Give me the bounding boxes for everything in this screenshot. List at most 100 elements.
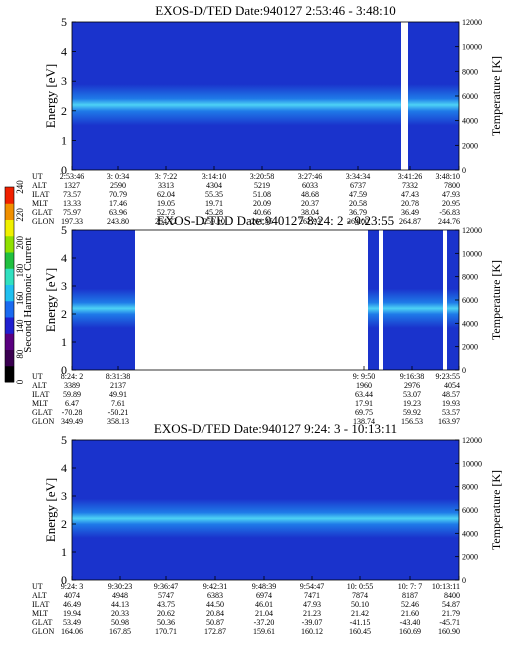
y-axis-label: Energy [eV] [43, 478, 58, 542]
table-cell: 9:42:31 [203, 582, 227, 591]
y2-tick-label: 10000 [462, 249, 482, 258]
table-cell: 2976 [404, 381, 420, 390]
table-cell: 264.00 [347, 217, 369, 226]
table-cell: 44.13 [111, 600, 129, 609]
table-cell: 17.46 [109, 199, 127, 208]
table-cell: 164.06 [61, 627, 83, 636]
table-cell: 7.61 [111, 399, 125, 408]
table-cell: -39.07 [302, 618, 323, 627]
row-label: GLAT [32, 408, 53, 417]
colorbar-cell [5, 235, 14, 253]
y2-axis-label: Temperature [K] [489, 260, 503, 340]
table-cell: 9: 9:50 [353, 372, 375, 381]
colorbar-tick-label: 180 [15, 263, 25, 277]
colorbar-cell [5, 187, 14, 204]
table-cell: 20.58 [349, 199, 367, 208]
y2-tick-label: 0 [462, 166, 466, 175]
table-cell: 9:24: 3 [61, 582, 83, 591]
table-cell: 59.92 [403, 408, 421, 417]
table-cell: 160.45 [349, 627, 371, 636]
table-cell: 159.61 [253, 627, 275, 636]
row-label: ILAT [32, 190, 49, 199]
y-axis-label: Energy [eV] [43, 268, 58, 332]
y2-tick-label: 2000 [462, 141, 478, 150]
table-cell: 3: 0:34 [107, 172, 129, 181]
table-cell: 47.93 [303, 600, 321, 609]
table-cell: 70.79 [109, 190, 127, 199]
table-cell: 21.60 [401, 609, 419, 618]
table-cell: 6383 [207, 591, 223, 600]
table-cell: 349.49 [61, 417, 83, 426]
table-cell: 4074 [64, 591, 80, 600]
y-tick-label: 5 [61, 223, 67, 237]
table-cell: 6974 [256, 591, 272, 600]
colorbar-frame [4, 186, 15, 383]
table-cell: 4304 [206, 181, 222, 190]
table-cell: 254.72 [155, 217, 177, 226]
colorbar-tick-label: 160 [15, 291, 25, 305]
row-label: GLAT [32, 618, 53, 627]
table-cell: 73.57 [63, 190, 81, 199]
y-tick-label: 1 [61, 133, 67, 147]
row-label: ALT [32, 381, 47, 390]
table-cell: 47.43 [401, 190, 419, 199]
colorbar-tick-label: 0 [15, 379, 25, 384]
y-tick-label: 3 [61, 279, 67, 293]
table-cell: 9:30:23 [108, 582, 132, 591]
table-cell: 2590 [110, 181, 126, 190]
table-cell: 8187 [402, 591, 418, 600]
table-cell: 3389 [64, 381, 80, 390]
y2-tick-label: 8000 [462, 67, 478, 76]
y2-tick-label: 4000 [462, 319, 478, 328]
table-cell: 48.68 [301, 190, 319, 199]
data-gap [443, 230, 447, 370]
colorbar-cell [5, 365, 14, 383]
colorbar-cell [5, 252, 14, 269]
table-cell: 50.87 [206, 618, 224, 627]
table-cell: 13.33 [63, 199, 81, 208]
row-label: UT [32, 172, 43, 181]
y2-tick-label: 2000 [462, 343, 478, 352]
table-cell: 19.23 [403, 399, 421, 408]
table-cell: 2137 [110, 381, 126, 390]
table-cell: 261.45 [251, 217, 273, 226]
row-label: UT [32, 582, 43, 591]
colorbar-cell [5, 219, 14, 237]
table-cell: 45.28 [205, 208, 223, 217]
colorbar-cell [5, 333, 14, 350]
table-cell: 17.91 [355, 399, 373, 408]
table-cell: 63.44 [355, 390, 373, 399]
table-cell: 8400 [444, 591, 460, 600]
colorbar-tick-label: 220 [15, 208, 25, 222]
table-cell: 20.37 [301, 199, 319, 208]
y2-tick-label: 6000 [462, 506, 478, 515]
y2-axis-label: Temperature [K] [489, 56, 503, 136]
data-gap [401, 22, 408, 170]
table-cell: 20.95 [442, 199, 460, 208]
y-tick-label: 4 [61, 461, 67, 475]
table-cell: 172.87 [204, 627, 226, 636]
y2-tick-label: 8000 [462, 273, 478, 282]
table-cell: 21.23 [303, 609, 321, 618]
y2-axis-label: Temperature [K] [489, 470, 503, 550]
table-cell: 3:34:34 [346, 172, 370, 181]
y2-tick-label: 10000 [462, 459, 482, 468]
y-tick-label: 3 [61, 489, 67, 503]
table-cell: 10:13:11 [432, 582, 460, 591]
y-tick-label: 0 [61, 363, 67, 377]
panel-3: EXOS-D/TED Date:940127 9:24: 3 - 10:13:1… [32, 421, 503, 636]
table-cell: 50.10 [351, 600, 369, 609]
table-cell: 53.07 [403, 390, 421, 399]
table-cell: 8:24: 2 [61, 372, 83, 381]
table-cell: 51.08 [253, 190, 271, 199]
table-cell: 36.79 [349, 208, 367, 217]
table-cell: 20.78 [401, 199, 419, 208]
heatmap-band [72, 498, 459, 538]
colorbar-tick-label: 140 [15, 319, 25, 333]
table-cell: 259.10 [203, 217, 225, 226]
table-cell: 47.59 [349, 190, 367, 199]
table-cell: 46.01 [255, 600, 273, 609]
table-cell: 5747 [158, 591, 174, 600]
table-cell: 163.97 [438, 417, 460, 426]
